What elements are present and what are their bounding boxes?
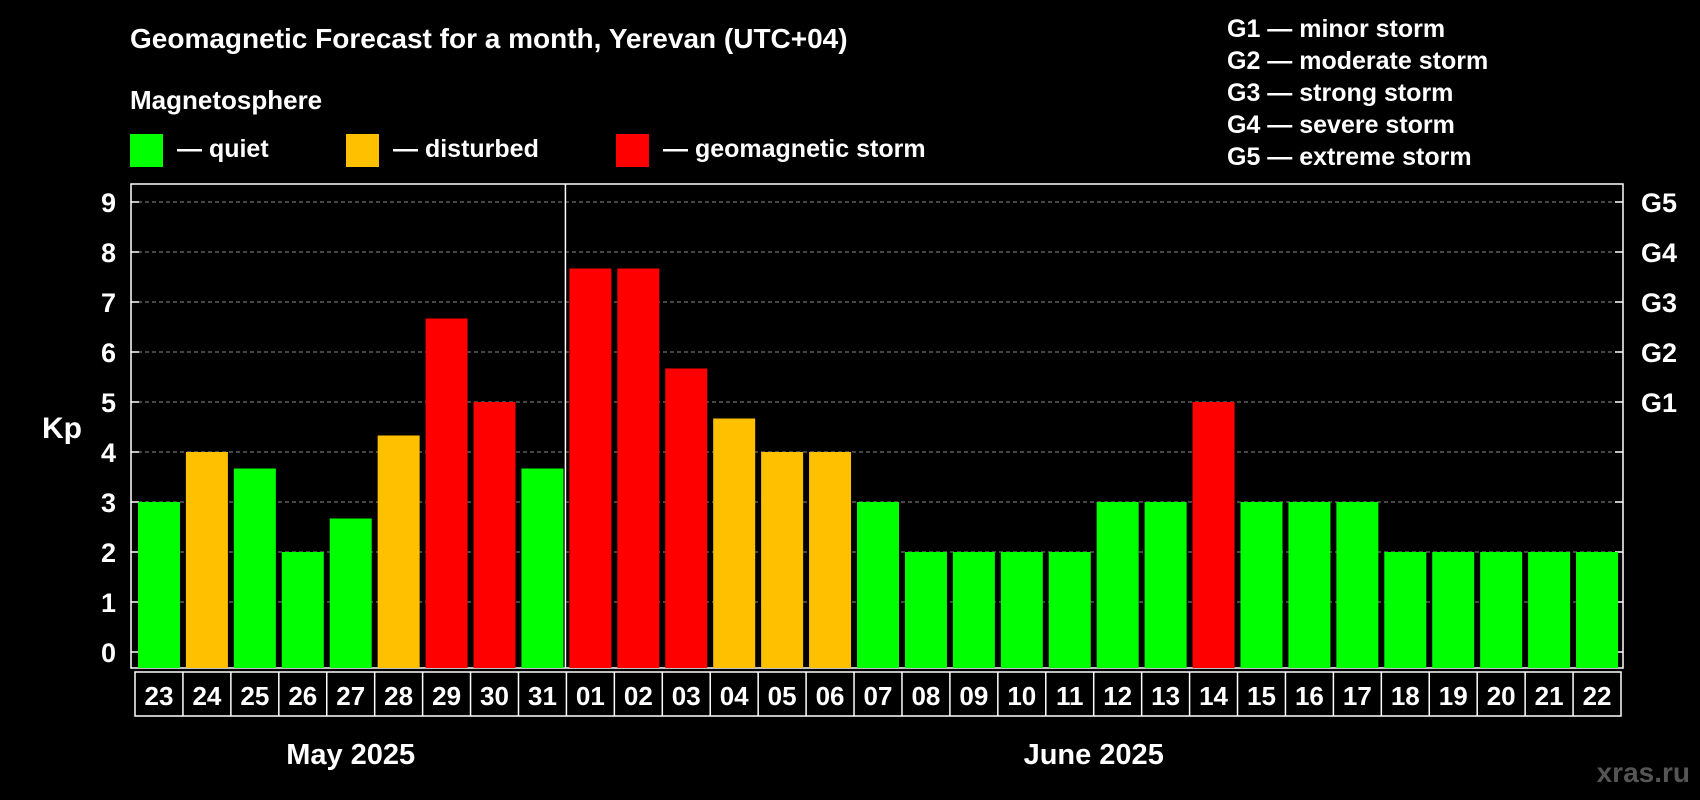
date-label: 24 xyxy=(192,681,221,711)
date-label: 07 xyxy=(864,681,893,711)
y-tick-label: 5 xyxy=(101,388,116,418)
y-tick-label: 2 xyxy=(101,538,116,568)
y-tick-label: 4 xyxy=(101,438,116,468)
y-tick-label: 9 xyxy=(101,188,116,218)
date-label: 19 xyxy=(1439,681,1468,711)
date-label: 22 xyxy=(1583,681,1612,711)
bar-10 xyxy=(1000,552,1043,668)
date-label: 05 xyxy=(768,681,797,711)
legend: — quiet — disturbed — geomagnetic storm xyxy=(130,134,926,167)
y-tick-label: 6 xyxy=(101,338,116,368)
bar-17 xyxy=(1336,502,1379,668)
bar-29 xyxy=(425,318,468,668)
date-label: 09 xyxy=(959,681,988,711)
bar-20 xyxy=(1480,552,1523,668)
bar-05 xyxy=(761,452,804,668)
date-label: 06 xyxy=(816,681,845,711)
bar-23 xyxy=(137,502,180,668)
storm-scale-g5: G5 — extreme storm xyxy=(1227,143,1472,171)
date-label: 01 xyxy=(576,681,605,711)
date-label: 20 xyxy=(1487,681,1516,711)
y-tick-label: 8 xyxy=(101,238,116,268)
y-tick-label: 7 xyxy=(101,288,116,318)
bar-06 xyxy=(809,452,852,668)
bar-26 xyxy=(281,552,324,668)
bar-16 xyxy=(1288,502,1331,668)
bar-19 xyxy=(1432,552,1475,668)
date-label: 23 xyxy=(145,681,174,711)
watermark: xras.ru xyxy=(1597,757,1690,788)
storm-scale-g1: G1 — minor storm xyxy=(1227,15,1445,43)
bar-14 xyxy=(1192,402,1235,668)
date-label: 28 xyxy=(384,681,413,711)
legend-swatch-disturbed xyxy=(346,134,379,167)
date-row-frame xyxy=(134,671,1622,717)
month-label: June 2025 xyxy=(1024,739,1164,771)
date-label: 18 xyxy=(1391,681,1420,711)
legend-swatch-storm xyxy=(616,134,649,167)
bar-01 xyxy=(569,268,612,668)
right-axis-label: G4 xyxy=(1641,238,1677,268)
date-label: 12 xyxy=(1103,681,1132,711)
y-tick-label: 3 xyxy=(101,488,116,518)
bar-08 xyxy=(904,552,947,668)
legend-label-disturbed: — disturbed xyxy=(393,135,539,163)
legend-heading: Magnetosphere xyxy=(130,85,322,115)
date-label: 27 xyxy=(336,681,365,711)
bar-18 xyxy=(1384,552,1427,668)
bar-28 xyxy=(377,435,420,668)
bar-25 xyxy=(233,468,276,668)
bar-15 xyxy=(1240,502,1283,668)
y-tick-label: 1 xyxy=(101,588,116,618)
right-axis-label: G2 xyxy=(1641,338,1677,368)
storm-scale-list: G1 — minor storm G2 — moderate storm G3 … xyxy=(1227,15,1488,171)
date-label: 13 xyxy=(1151,681,1180,711)
bar-30 xyxy=(473,402,516,668)
date-label: 10 xyxy=(1007,681,1036,711)
legend-label-storm: — geomagnetic storm xyxy=(663,135,926,163)
storm-scale-g3: G3 — strong storm xyxy=(1227,79,1453,107)
bar-07 xyxy=(857,502,899,668)
bar-11 xyxy=(1048,552,1091,668)
bar-12 xyxy=(1096,502,1139,668)
date-label: 04 xyxy=(720,681,749,711)
storm-scale-g4: G4 — severe storm xyxy=(1227,111,1455,139)
legend-swatch-quiet xyxy=(130,134,163,167)
date-label: 31 xyxy=(528,681,557,711)
date-label: 08 xyxy=(911,681,940,711)
date-label: 03 xyxy=(672,681,701,711)
date-label: 17 xyxy=(1343,681,1372,711)
date-label: 29 xyxy=(432,681,461,711)
bar-21 xyxy=(1528,552,1571,668)
date-label: 15 xyxy=(1247,681,1276,711)
date-label: 30 xyxy=(480,681,509,711)
right-axis-label: G1 xyxy=(1641,388,1677,418)
date-label: 25 xyxy=(240,681,269,711)
bar-04 xyxy=(713,418,756,668)
storm-scale-g2: G2 — moderate storm xyxy=(1227,47,1488,75)
date-label: 26 xyxy=(288,681,317,711)
date-label: 21 xyxy=(1535,681,1564,711)
bar-24 xyxy=(185,452,228,668)
date-label: 02 xyxy=(624,681,653,711)
bar-09 xyxy=(952,552,995,668)
bar-02 xyxy=(617,268,660,668)
right-axis-label: G3 xyxy=(1641,288,1677,318)
legend-label-quiet: — quiet xyxy=(177,135,269,163)
y-axis-label: Kp xyxy=(42,412,82,445)
bar-22 xyxy=(1576,552,1619,668)
bar-03 xyxy=(665,368,708,668)
bar-13 xyxy=(1144,502,1187,668)
date-label: 14 xyxy=(1199,681,1228,711)
bar-27 xyxy=(329,518,372,668)
date-label: 16 xyxy=(1295,681,1324,711)
date-label: 11 xyxy=(1056,681,1084,711)
month-label: May 2025 xyxy=(286,739,415,771)
bar-31 xyxy=(521,468,564,668)
right-axis-label: G5 xyxy=(1641,188,1677,218)
chart-title: Geomagnetic Forecast for a month, Yereva… xyxy=(130,23,848,54)
y-tick-label: 0 xyxy=(101,638,116,668)
